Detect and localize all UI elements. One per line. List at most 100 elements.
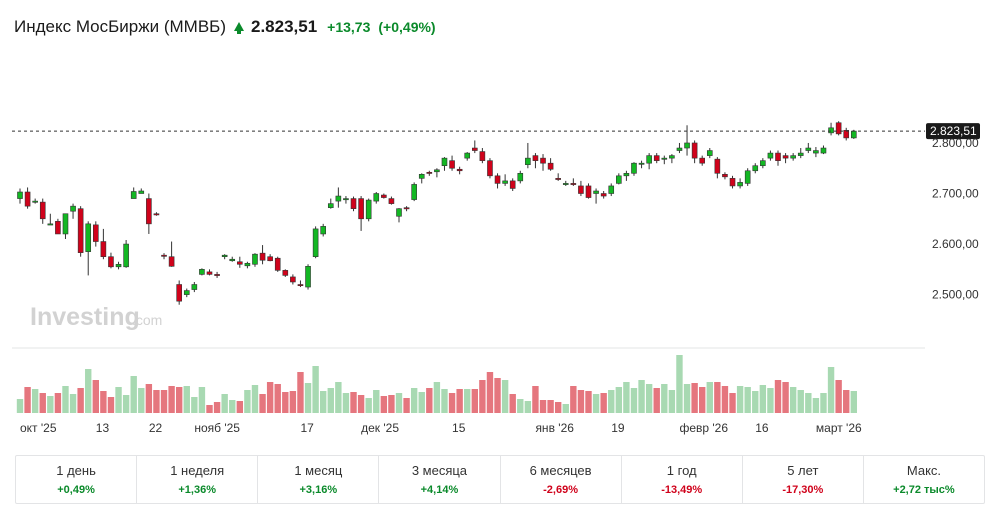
candle[interactable] [843, 127, 850, 141]
candle[interactable] [396, 208, 402, 223]
candle[interactable] [115, 261, 122, 270]
candle[interactable] [274, 256, 281, 272]
candle[interactable] [320, 223, 327, 237]
candle[interactable] [312, 226, 319, 259]
candle[interactable] [593, 188, 599, 204]
candle[interactable] [570, 178, 577, 186]
candle[interactable] [820, 145, 827, 155]
candle[interactable] [509, 178, 516, 191]
candle[interactable] [449, 155, 455, 171]
candle[interactable] [828, 122, 834, 136]
candle[interactable] [653, 153, 660, 164]
candle[interactable] [813, 147, 819, 158]
candle[interactable] [199, 268, 205, 276]
candle[interactable] [32, 198, 38, 204]
candle[interactable] [130, 187, 137, 199]
candle[interactable] [93, 221, 99, 247]
candle[interactable] [464, 152, 471, 161]
candle[interactable] [221, 254, 228, 260]
candle[interactable] [381, 193, 387, 199]
candle[interactable] [290, 274, 296, 285]
candle[interactable] [244, 261, 251, 269]
candle[interactable] [729, 175, 736, 189]
candle[interactable] [578, 180, 584, 197]
candle[interactable] [479, 148, 486, 164]
candle[interactable] [790, 153, 796, 161]
candle[interactable] [585, 183, 592, 199]
candle[interactable] [176, 280, 182, 305]
candle[interactable] [85, 221, 92, 276]
candle[interactable] [403, 206, 410, 212]
candle[interactable] [77, 206, 84, 257]
candle[interactable] [699, 155, 706, 166]
candle[interactable] [691, 140, 698, 164]
candle[interactable] [183, 288, 190, 298]
candle[interactable] [350, 196, 357, 212]
candle[interactable] [471, 140, 478, 154]
candle[interactable] [744, 168, 751, 186]
candle[interactable] [206, 269, 213, 276]
candle[interactable] [623, 170, 630, 181]
candle[interactable] [805, 142, 812, 154]
candle[interactable] [760, 158, 766, 169]
candle[interactable] [100, 228, 107, 260]
candle[interactable] [123, 240, 129, 268]
candle[interactable] [418, 173, 425, 184]
candle[interactable] [214, 271, 220, 278]
candle[interactable] [487, 158, 493, 179]
candle[interactable] [722, 172, 728, 180]
candle[interactable] [646, 153, 652, 170]
candle[interactable] [737, 178, 743, 189]
candle[interactable] [631, 162, 637, 176]
candle[interactable] [373, 192, 380, 204]
candle[interactable] [168, 241, 175, 267]
candle[interactable] [39, 198, 46, 224]
candle[interactable] [676, 142, 683, 154]
candle[interactable] [297, 280, 304, 288]
candle[interactable] [775, 150, 781, 166]
candle[interactable] [138, 188, 145, 194]
candle[interactable] [502, 174, 508, 186]
candle[interactable] [24, 187, 31, 209]
candle[interactable] [600, 190, 607, 199]
candle[interactable] [305, 264, 311, 290]
candle[interactable] [456, 166, 463, 175]
candle[interactable] [161, 253, 167, 260]
candle[interactable] [411, 182, 417, 202]
candle[interactable] [70, 203, 76, 219]
candle[interactable] [434, 168, 440, 178]
candle[interactable] [494, 173, 501, 189]
candle[interactable] [229, 256, 236, 262]
candle[interactable] [547, 158, 554, 171]
candle[interactable] [267, 254, 273, 262]
candle[interactable] [237, 256, 243, 268]
candle[interactable] [282, 269, 289, 277]
candle[interactable] [835, 121, 842, 136]
candle[interactable] [365, 198, 372, 222]
candle[interactable] [191, 281, 198, 293]
candle[interactable] [441, 157, 448, 171]
candle[interactable] [767, 150, 774, 161]
candle[interactable] [532, 153, 539, 169]
price-chart[interactable]: Investing .com 2.823,51 2.500,00 2.600,00… [0, 0, 997, 450]
candle[interactable] [153, 212, 160, 216]
candle[interactable] [327, 198, 334, 209]
candle[interactable] [47, 213, 54, 226]
candle[interactable] [669, 154, 675, 164]
candle[interactable] [684, 125, 690, 156]
candle[interactable] [638, 160, 645, 169]
candle[interactable] [525, 142, 531, 169]
candle[interactable] [782, 153, 789, 164]
candle[interactable] [252, 253, 258, 267]
candle[interactable] [661, 155, 668, 165]
candle[interactable] [616, 173, 622, 185]
candle[interactable] [797, 148, 804, 159]
candle[interactable] [706, 148, 713, 159]
candle[interactable] [555, 173, 561, 181]
candle[interactable] [562, 180, 569, 186]
candle[interactable] [17, 188, 23, 204]
candle[interactable] [358, 196, 364, 231]
candle[interactable] [343, 196, 349, 204]
candle[interactable] [108, 252, 114, 269]
candle[interactable] [752, 163, 759, 174]
